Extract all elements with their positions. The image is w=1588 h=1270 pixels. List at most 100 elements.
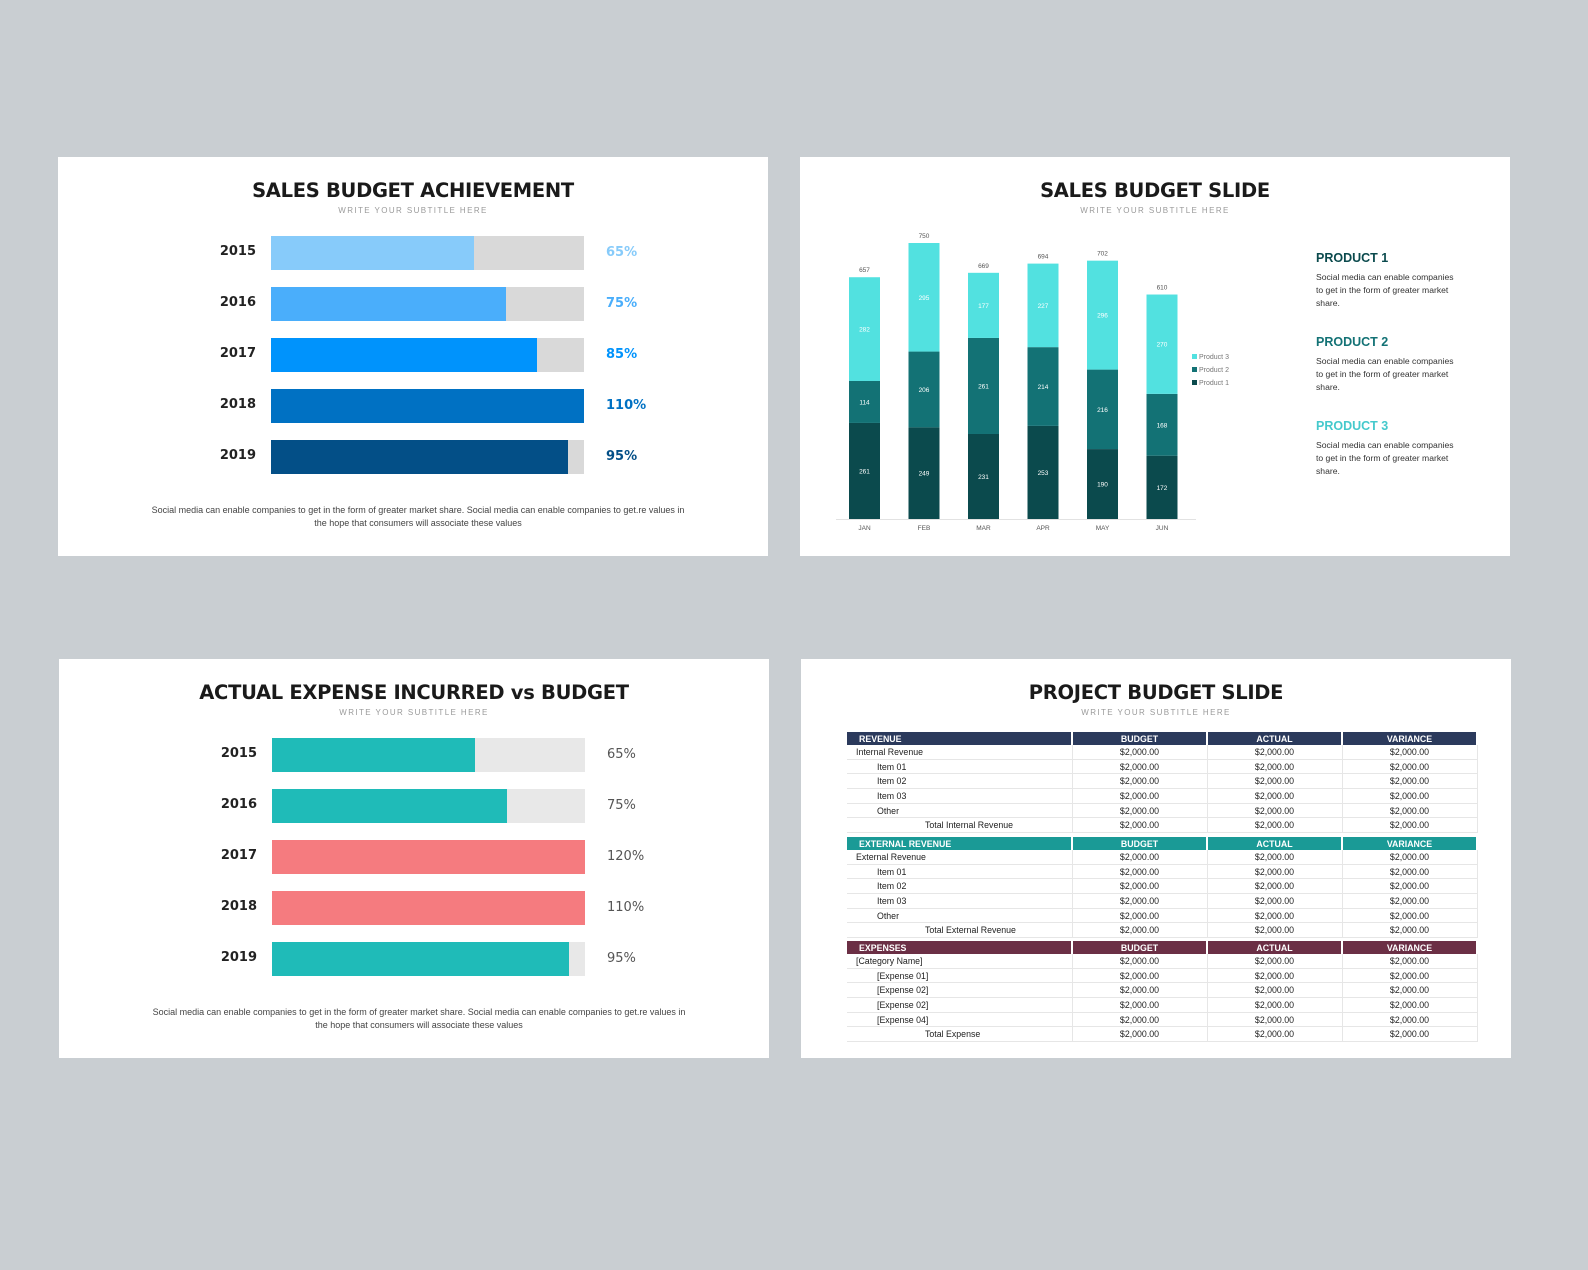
bar-row-2015: 2015 65% xyxy=(58,236,778,270)
bar-value-label: 65% xyxy=(607,747,636,762)
column-header: EXPENSES xyxy=(847,941,1073,954)
slide-subtitle: WRITE YOUR SUBTITLE HERE xyxy=(1081,708,1231,717)
data-label: 295 xyxy=(919,295,930,302)
row-label: [Category Name] xyxy=(847,954,1073,969)
column-header: EXTERNAL REVENUE xyxy=(847,837,1073,850)
data-label: 253 xyxy=(1038,470,1049,477)
bar-label: 2018 xyxy=(219,397,256,412)
slide-actual-expense-vs-budget: ACTUAL EXPENSE INCURRED vs BUDGET WRITE … xyxy=(59,659,769,1058)
row-label: External Revenue xyxy=(847,850,1073,865)
table-cell: $2,000.00 xyxy=(1342,850,1478,865)
data-label: 206 xyxy=(919,387,930,394)
bar-value-label: 65% xyxy=(606,245,638,260)
bar-segment xyxy=(1087,260,1118,370)
bar-segment xyxy=(908,427,940,519)
bar-row-2019: 2019 95% xyxy=(58,440,778,474)
row-label: [Expense 02] xyxy=(847,982,1073,999)
table-cell: $2,000.00 xyxy=(1207,773,1343,790)
table-cell: $2,000.00 xyxy=(1072,803,1208,819)
data-label: 231 xyxy=(978,474,989,481)
data-label: 282 xyxy=(859,327,870,334)
column-header: BUDGET xyxy=(1072,837,1208,850)
table-header-row: EXPENSES BUDGET ACTUAL VARIANCE xyxy=(847,941,1478,954)
table-cell: $2,000.00 xyxy=(1207,1026,1343,1043)
column-header: VARIANCE xyxy=(1342,941,1478,954)
bar-track xyxy=(271,236,584,270)
bar-row-2017: 2017 85% xyxy=(58,338,778,372)
bar-label: 2019 xyxy=(220,950,257,965)
table-cell: $2,000.00 xyxy=(1342,1026,1478,1043)
slide-title: SALES BUDGET SLIDE xyxy=(1040,179,1270,202)
table-cell: $2,000.00 xyxy=(1072,968,1208,984)
slide-project-budget: PROJECT BUDGET SLIDE WRITE YOUR SUBTITLE… xyxy=(801,659,1511,1058)
bar-value-label: 95% xyxy=(607,951,636,966)
table-cell: $2,000.00 xyxy=(1207,997,1343,1013)
slide-title: ACTUAL EXPENSE INCURRED vs BUDGET xyxy=(199,681,629,704)
bar-track xyxy=(272,738,585,772)
table-cell: $2,000.00 xyxy=(1072,893,1208,909)
legend-label: Product 1 xyxy=(1199,380,1229,387)
bar-label: 2016 xyxy=(220,797,257,812)
bar-value-label: 110% xyxy=(607,900,645,915)
total-label: 657 xyxy=(859,267,870,274)
bar xyxy=(271,440,569,474)
row-label: [Expense 02] xyxy=(847,997,1073,1013)
table-cell: $2,000.00 xyxy=(1207,788,1343,804)
product-title: PRODUCT 1 xyxy=(1316,251,1389,265)
bar-segment xyxy=(1087,449,1118,519)
table-cell: $2,000.00 xyxy=(1207,954,1343,969)
bar-track xyxy=(271,338,584,372)
bar-value-label: 120% xyxy=(607,849,645,864)
bar xyxy=(272,840,585,874)
product-description: Social media can enable companies to get… xyxy=(1316,356,1454,392)
slide-title: PROJECT BUDGET SLIDE xyxy=(1028,681,1284,704)
bar-track xyxy=(271,440,584,474)
bar-row-2016: 2016 75% xyxy=(58,287,778,321)
table-cell: $2,000.00 xyxy=(1072,817,1208,834)
legend-swatch xyxy=(1192,354,1197,359)
bar-track xyxy=(272,840,585,874)
row-label: Item 02 xyxy=(847,773,1073,790)
table-header-row: EXTERNAL REVENUE BUDGET ACTUAL VARIANCE xyxy=(847,837,1478,850)
product-description: Social media can enable companies to get… xyxy=(1316,272,1454,308)
table-cell: $2,000.00 xyxy=(1207,759,1343,775)
table-cell: $2,000.00 xyxy=(1207,922,1343,939)
column-header: ACTUAL xyxy=(1207,837,1343,850)
bar-segment xyxy=(1027,425,1059,519)
table-cell: $2,000.00 xyxy=(1342,908,1478,924)
table-row: Total Expense $2,000.00 $2,000.00 $2,000.00 xyxy=(847,1026,1478,1043)
bar-segment xyxy=(1027,347,1059,426)
row-label: Internal Revenue xyxy=(847,745,1073,760)
bar xyxy=(271,389,584,423)
table-cell: $2,000.00 xyxy=(1207,1012,1343,1028)
table-cell: $2,000.00 xyxy=(1072,922,1208,939)
table-cell: $2,000.00 xyxy=(1072,1026,1208,1043)
table-cell: $2,000.00 xyxy=(1342,878,1478,895)
table-cell: $2,000.00 xyxy=(1072,745,1208,760)
data-label: 168 xyxy=(1157,422,1168,429)
bar-segment xyxy=(968,272,999,338)
bar-segment xyxy=(1027,263,1059,348)
bar-track xyxy=(271,389,584,423)
table-row: Total External Revenue $2,000.00 $2,000.00… xyxy=(847,922,1478,939)
table-cell: $2,000.00 xyxy=(1072,864,1208,880)
bar xyxy=(272,789,507,823)
bar-segment xyxy=(1146,393,1178,456)
bar-row-2015: 2015 65% xyxy=(59,738,779,772)
bar-label: 2019 xyxy=(219,448,256,463)
bar-label: 2015 xyxy=(219,244,256,259)
column-header: VARIANCE xyxy=(1342,837,1478,850)
table-cell: $2,000.00 xyxy=(1207,908,1343,924)
table-row: [Expense 04] $2,000.00 $2,000.00 $2,000.00 xyxy=(847,1012,1478,1028)
data-label: 261 xyxy=(859,468,870,475)
total-label: 750 xyxy=(919,233,930,240)
row-label: Item 01 xyxy=(847,759,1073,775)
table-cell: $2,000.00 xyxy=(1207,864,1343,880)
total-label: 694 xyxy=(1038,254,1049,261)
total-label: 610 xyxy=(1157,285,1168,292)
bar xyxy=(271,236,475,270)
row-label: Other xyxy=(847,908,1073,924)
tick-label: MAY xyxy=(1096,525,1110,532)
bar-segment xyxy=(849,381,880,423)
bar-row-2016: 2016 75% xyxy=(59,789,779,823)
